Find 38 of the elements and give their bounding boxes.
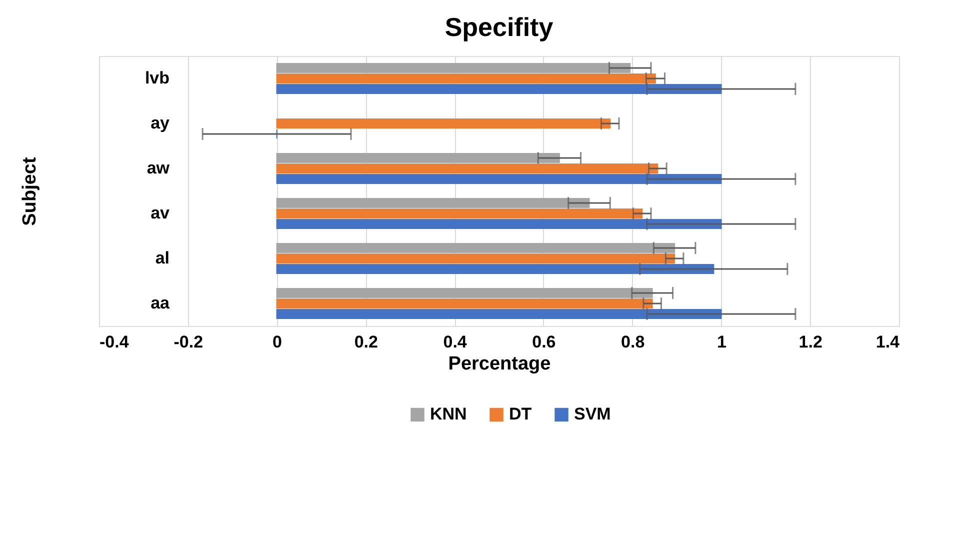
y-tick-label: aw [146,158,170,178]
legend-label: SVM [574,404,611,424]
bar [276,164,658,174]
bar [276,264,714,274]
bar [276,153,560,163]
bar [276,74,656,84]
x-tick-label: 1.4 [876,332,900,352]
bar [276,118,611,128]
y-axis-title: Subject [20,156,40,226]
bar [276,243,676,253]
y-tick-label: al [155,248,170,268]
x-tick-label: 1 [716,332,726,352]
x-tick-label: -0.4 [100,332,130,352]
bar [276,219,722,229]
x-tick-label: 1.2 [798,332,822,352]
y-tick-label: ay [150,114,170,132]
x-tick-label: 0.6 [532,332,556,352]
x-tick-label: 0.4 [443,332,468,352]
y-tick-label: lvb [144,68,170,88]
bar [276,298,653,308]
x-tick-label: 0.8 [621,332,645,352]
bar [276,63,631,73]
legend-label: DT [509,404,532,424]
x-tick-label: 0.2 [354,332,378,352]
x-axis-title: Percentage [448,354,551,374]
bar [276,84,722,94]
bar [276,198,590,208]
x-tick-label: 0 [272,332,282,352]
legend-label: KNN [430,404,467,424]
y-tick-label: aa [150,294,170,312]
chart-title: Specifity [444,12,554,42]
bar [276,174,722,184]
x-tick-label: -0.2 [174,332,204,352]
y-tick-label: av [150,204,170,222]
bar [276,309,722,319]
bar [276,208,643,218]
bar [276,254,676,264]
bar [276,288,653,298]
